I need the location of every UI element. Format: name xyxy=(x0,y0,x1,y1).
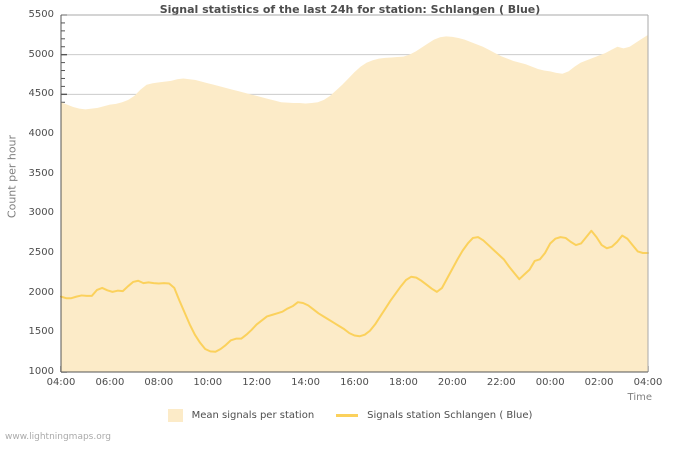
legend-line-marker-icon xyxy=(336,414,359,417)
x-tick-label: 00:00 xyxy=(535,377,565,388)
x-tick-label: 10:00 xyxy=(193,377,223,388)
x-tick-label: 12:00 xyxy=(242,377,272,388)
y-tick-label: 1500 xyxy=(28,326,54,338)
legend-swatch-icon xyxy=(167,409,183,422)
series-mean-signals-area xyxy=(61,34,648,372)
x-tick-label: 04:00 xyxy=(46,377,76,388)
x-tick-label: 06:00 xyxy=(95,377,125,388)
y-tick-label: 4500 xyxy=(28,88,54,100)
series-station-signals-line xyxy=(60,229,649,353)
chart-legend: Mean signals per station Signals station … xyxy=(0,409,700,422)
x-tick-label: 18:00 xyxy=(388,377,418,388)
y-tick-label: 1000 xyxy=(28,366,54,377)
y-tick-label: 5500 xyxy=(28,9,54,20)
y-tick-label: 4000 xyxy=(28,128,54,139)
y-tick-label: 3500 xyxy=(28,167,54,179)
y-tick-label: 2500 xyxy=(28,247,54,258)
x-axis-label: Time xyxy=(627,392,652,403)
chart-title: Signal statistics of the last 24h for st… xyxy=(159,3,541,16)
x-tick-label: 22:00 xyxy=(486,377,516,388)
legend-entry[interactable]: Mean signals per station xyxy=(167,409,315,422)
y-tick-label: 2000 xyxy=(28,286,54,298)
legend-label: Mean signals per station xyxy=(191,410,315,421)
x-tick-label: 02:00 xyxy=(584,377,614,388)
y-tick-label: 5000 xyxy=(28,48,54,60)
x-tick-label: 20:00 xyxy=(437,377,467,388)
x-tick-label: 08:00 xyxy=(144,377,174,388)
legend-entry[interactable]: Signals station Schlangen ( Blue) xyxy=(336,410,532,421)
x-tick-label: 16:00 xyxy=(340,377,369,388)
plot-frame xyxy=(60,14,649,373)
y-tick-label: 3000 xyxy=(28,207,54,219)
legend-label: Signals station Schlangen ( Blue) xyxy=(367,410,533,421)
watermark: www.lightningmaps.org xyxy=(5,432,111,442)
x-tick-label: 04:00 xyxy=(633,377,663,388)
x-tick-label: 14:00 xyxy=(291,377,320,388)
